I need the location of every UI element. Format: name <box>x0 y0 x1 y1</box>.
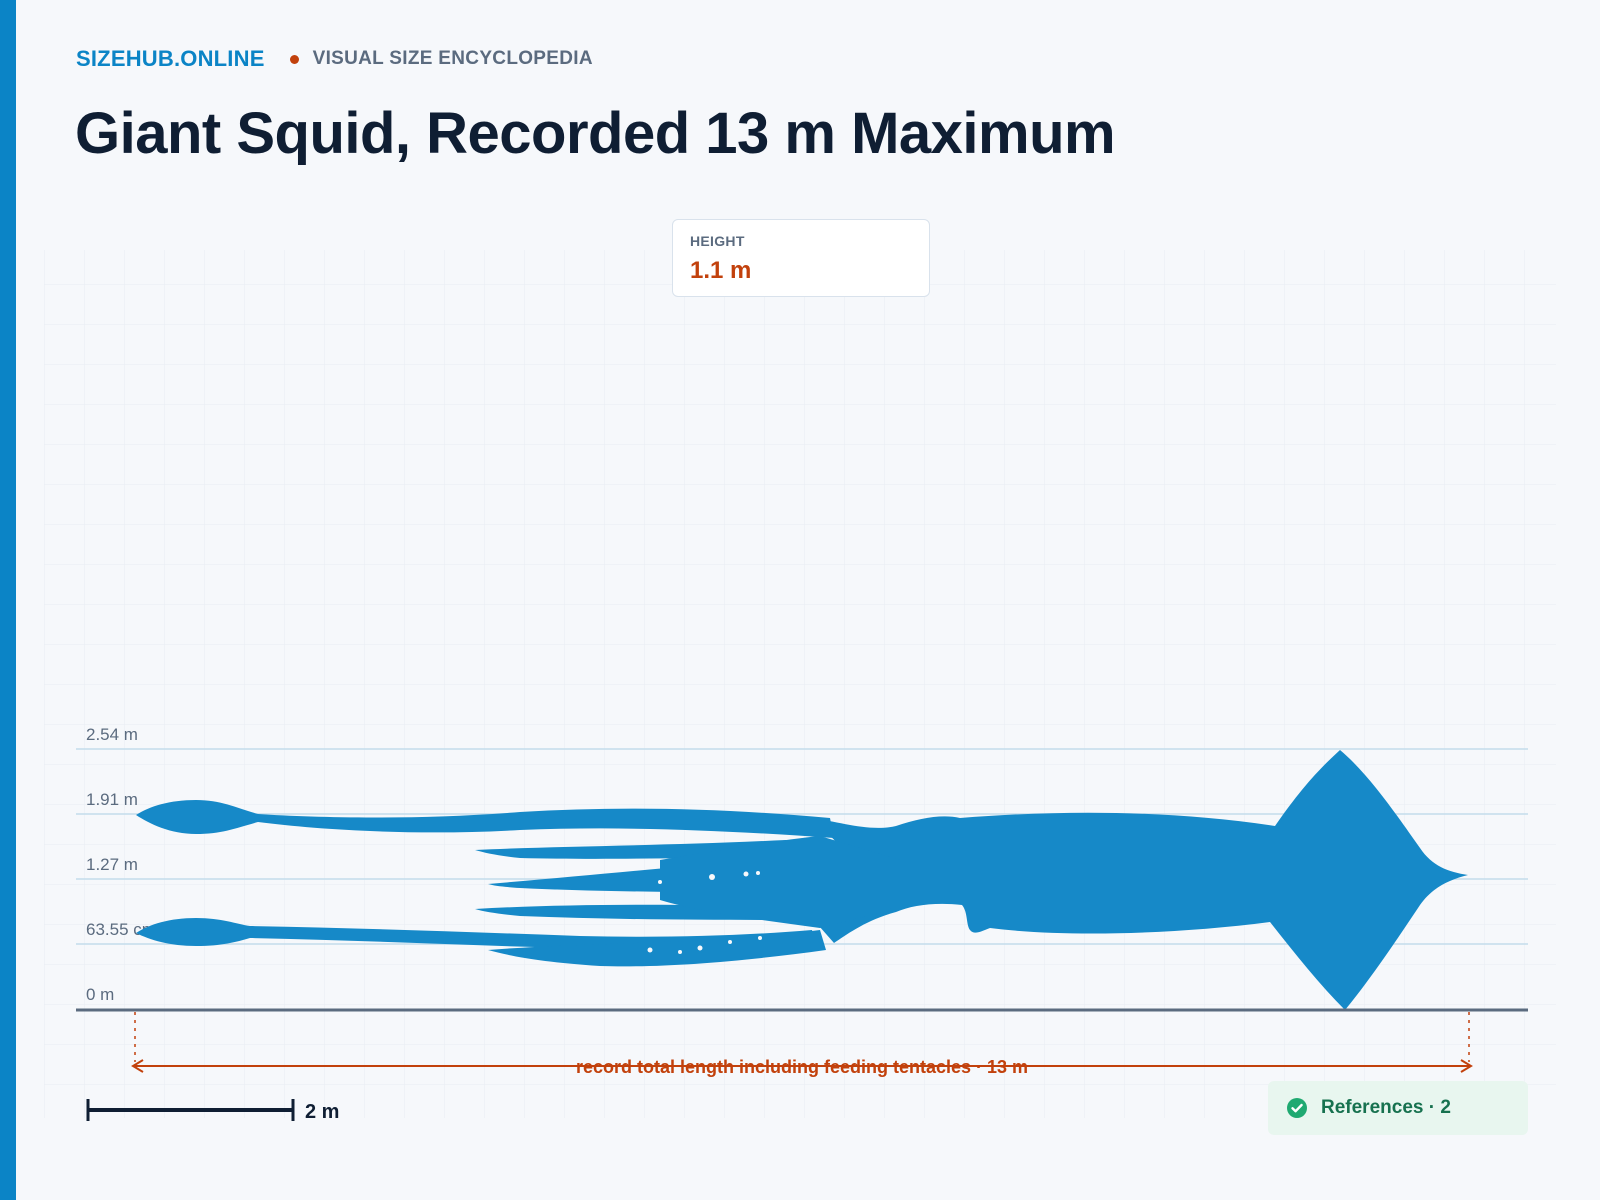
squid-mantle <box>812 750 1468 1010</box>
height-label: HEIGHT <box>690 233 745 249</box>
brand-link[interactable]: SIZEHUB.ONLINE <box>76 46 265 71</box>
left-accent-bar <box>0 0 16 1200</box>
sucker-marks <box>647 871 762 954</box>
y-tick-label: 0 m <box>86 985 114 1004</box>
length-arrow-left-head <box>131 1059 144 1073</box>
scale-bar: 2 m <box>86 1099 339 1123</box>
length-arrow-right-head <box>1460 1059 1473 1073</box>
separator-dot <box>289 54 299 64</box>
y-tick-label: 1.27 m <box>86 855 138 874</box>
upper-feeding-tentacle <box>136 800 834 838</box>
page-title: Giant Squid, Recorded 13 m Maximum <box>75 101 1116 166</box>
arm <box>488 930 826 967</box>
scale-bar-label: 2 m <box>305 1101 339 1123</box>
y-tick-label: 2.54 m <box>86 725 138 744</box>
y-tick-label: 63.55 cm <box>86 920 156 939</box>
height-card: HEIGHT 1.1 m <box>672 219 930 297</box>
y-tick-label: 1.91 m <box>86 790 138 809</box>
references-label: References · 2 <box>1321 1097 1451 1118</box>
height-value: 1.1 m <box>690 257 752 284</box>
check-circle-icon <box>1287 1098 1307 1118</box>
length-annotation: record total length including feeding te… <box>131 1012 1473 1077</box>
references-button[interactable]: References · 2 <box>1268 1081 1528 1135</box>
background-grid <box>44 250 1556 1118</box>
giant-squid-silhouette <box>136 750 1468 1010</box>
site-tagline: VISUAL SIZE ENCYCLOPEDIA <box>312 48 593 69</box>
arm-base <box>660 836 900 928</box>
length-label: record total length including feeding te… <box>576 1057 1028 1077</box>
site-header: SIZEHUB.ONLINE VISUAL SIZE ENCYCLOPEDIA <box>76 46 593 72</box>
